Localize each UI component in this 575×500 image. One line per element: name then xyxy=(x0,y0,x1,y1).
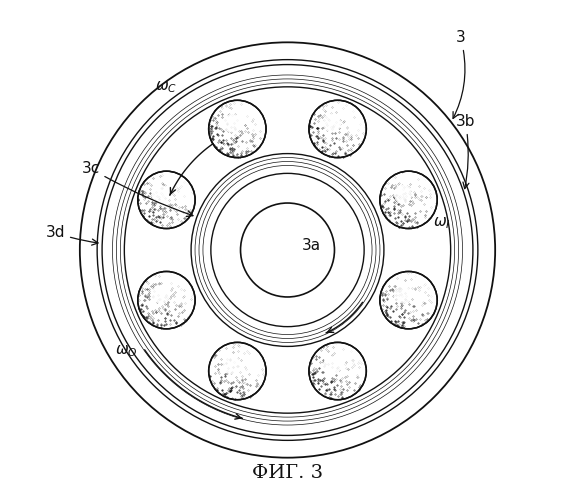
Text: ФИГ. 3: ФИГ. 3 xyxy=(252,464,323,481)
Circle shape xyxy=(138,171,195,228)
Circle shape xyxy=(102,64,473,436)
Circle shape xyxy=(138,272,195,329)
Text: 3a: 3a xyxy=(301,238,320,253)
Circle shape xyxy=(97,60,478,440)
Circle shape xyxy=(380,171,437,228)
Text: $\omega_O$: $\omega_O$ xyxy=(116,344,138,359)
Text: $\omega_C$: $\omega_C$ xyxy=(155,79,178,94)
Circle shape xyxy=(152,185,170,204)
Circle shape xyxy=(191,154,384,346)
Circle shape xyxy=(240,203,335,297)
Text: 3: 3 xyxy=(453,30,465,118)
Text: $\omega_I$: $\omega_I$ xyxy=(434,215,451,230)
Text: 3b: 3b xyxy=(455,114,475,188)
Text: 3c: 3c xyxy=(81,161,193,216)
Circle shape xyxy=(394,286,412,304)
Text: 3d: 3d xyxy=(45,225,98,245)
Circle shape xyxy=(394,185,412,204)
Circle shape xyxy=(209,100,266,158)
Circle shape xyxy=(211,174,364,326)
Circle shape xyxy=(124,87,451,413)
Circle shape xyxy=(309,100,366,158)
Circle shape xyxy=(223,356,241,374)
Circle shape xyxy=(223,114,241,132)
Circle shape xyxy=(80,42,495,458)
Circle shape xyxy=(323,356,341,374)
Circle shape xyxy=(309,342,366,400)
Circle shape xyxy=(209,342,266,400)
Circle shape xyxy=(380,272,437,329)
Circle shape xyxy=(323,114,341,132)
Circle shape xyxy=(152,286,170,304)
